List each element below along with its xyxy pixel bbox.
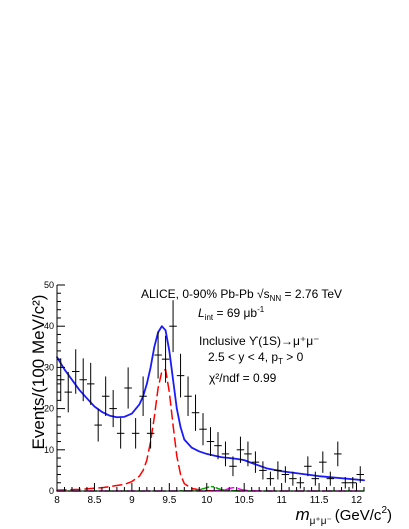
data-point [116, 418, 125, 449]
data-point [124, 367, 132, 409]
data-point [221, 441, 230, 467]
data-point [206, 427, 215, 456]
y-tick-label: 0 [49, 486, 54, 496]
axes [56, 285, 364, 492]
x-tick-label: 10.5 [234, 495, 254, 506]
y-tick-label: 20 [44, 404, 54, 414]
y-tick-label: 50 [44, 280, 54, 290]
data-point [356, 466, 364, 483]
data-point [259, 461, 267, 480]
data-point [131, 418, 140, 449]
x-axis-label: mμ⁺μ⁻ (GeV/c2) [295, 505, 392, 527]
annotation-line1: ALICE, 0-90% Pb-Pb √sNN = 2.76 TeV [141, 287, 342, 303]
y-tick-label: 10 [44, 445, 54, 455]
x-tick-label: 9.5 [162, 495, 176, 506]
data-point [161, 335, 170, 383]
y-tick-label: 40 [44, 321, 54, 331]
x-axis-label-main: m [295, 505, 309, 524]
annotation-line2-main: L [198, 306, 205, 320]
data-point [244, 441, 252, 467]
data-point [304, 456, 312, 477]
data-point [326, 471, 335, 486]
annotation-line4-tail: > 0 [283, 350, 304, 364]
data-point [334, 441, 342, 467]
data-point [184, 376, 192, 417]
data-point [57, 358, 65, 402]
series-line-0 [56, 325, 365, 482]
x-axis-label-sub: μ⁺μ⁻ [310, 516, 332, 527]
data-point [274, 461, 282, 480]
data-point [139, 376, 147, 417]
data-point [64, 371, 72, 413]
data-point [199, 413, 207, 446]
series-line-1 [56, 368, 245, 492]
y-tick-label: 30 [44, 362, 54, 372]
data-point [169, 300, 177, 353]
data-point [176, 353, 185, 398]
series-line-2 [56, 485, 365, 492]
annotation-line4-sub: T [278, 357, 283, 366]
x-tick-label: 9 [129, 495, 135, 506]
x-axis-label-unit: (GeV/c [335, 507, 382, 524]
data-point [71, 349, 80, 394]
x-tick-label: 11.5 [310, 495, 329, 506]
x-tick-label: 8.5 [87, 495, 101, 506]
data-point [236, 436, 245, 463]
annotation-line4-main: 2.5 < y < 4, p [208, 350, 278, 364]
annotation-line1-sub: NN [270, 294, 282, 303]
annotation-line2-tail: = 69 μb [213, 306, 257, 320]
data-points [57, 300, 364, 489]
x-axis-label-unit-sup: 2 [381, 505, 387, 516]
data-point [341, 476, 350, 489]
x-tick-label: 12 [351, 495, 363, 506]
data-point [146, 418, 155, 449]
annotation-line3: Inclusive ϒ(1S)→μ⁺μ⁻ [199, 334, 319, 348]
x-tick-label: 8 [54, 495, 60, 506]
annotation-line2-sup: -1 [257, 305, 265, 314]
data-point [281, 466, 290, 483]
data-point [101, 376, 110, 417]
data-point [349, 476, 357, 489]
data-point [214, 432, 222, 460]
data-point [229, 456, 237, 477]
data-point [311, 471, 320, 486]
data-point [266, 471, 275, 486]
data-point [154, 331, 162, 379]
ticks: 8 8.5 9 9.5 10 10.5 11 11.5 12 0 10 20 30 40 50 [44, 280, 365, 506]
data-point [86, 362, 95, 405]
annotation-line1-main: ALICE, 0-90% Pb-Pb √s [141, 287, 270, 301]
annotation-line4: 2.5 < y < 4, pT > 0 [208, 350, 304, 366]
data-point [319, 451, 327, 473]
y-axis-label: Events/(100 MeV/c²) [29, 295, 48, 450]
annotation-line2-sub: int [205, 313, 214, 322]
data-point [191, 394, 200, 431]
annotation-line1-tail: = 2.76 TeV [281, 287, 342, 301]
data-point [296, 476, 305, 489]
x-tick-label: 11 [276, 495, 287, 506]
annotation-line5: χ²/ndf = 0.99 [209, 371, 277, 385]
x-tick-label: 10 [201, 495, 213, 506]
x-axis-label-close: ) [387, 507, 392, 524]
data-point [79, 358, 87, 402]
data-point [94, 408, 102, 442]
annotation-line2: Lint = 69 μb-1 [198, 305, 265, 322]
data-point [289, 471, 297, 486]
data-point [109, 390, 117, 428]
data-point [251, 451, 260, 473]
